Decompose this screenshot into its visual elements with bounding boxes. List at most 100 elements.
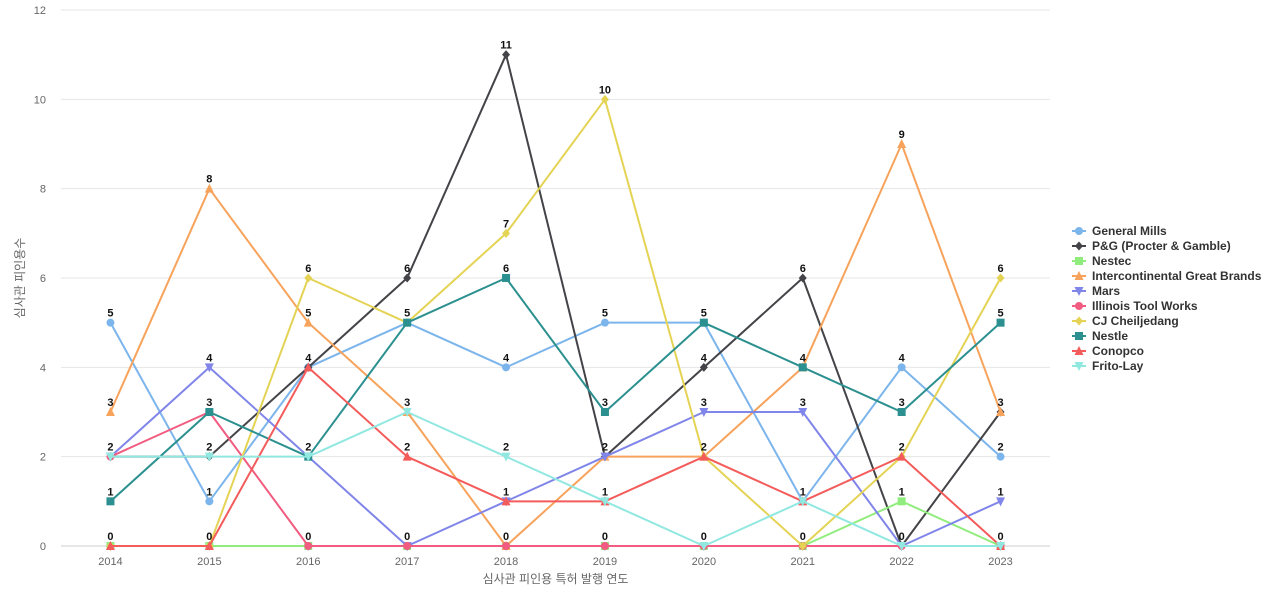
legend-item: P&G (Procter & Gamble) bbox=[1072, 239, 1231, 253]
data-label: 1 bbox=[997, 486, 1003, 498]
data-point bbox=[600, 318, 609, 327]
y-tick-label: 0 bbox=[40, 541, 46, 553]
data-point bbox=[996, 542, 1006, 551]
data-label: 3 bbox=[800, 397, 806, 409]
data-label: 1 bbox=[107, 486, 113, 498]
y-axis: 0 2 4 6 8 10 12 bbox=[34, 5, 46, 553]
y-tick-label: 12 bbox=[34, 5, 46, 17]
data-label: 3 bbox=[997, 397, 1003, 409]
legend-item: CJ Cheiljedang bbox=[1072, 314, 1179, 328]
legend-item: Nestec bbox=[1072, 254, 1132, 268]
x-tick-label: 2014 bbox=[98, 556, 122, 568]
data-label: 0 bbox=[107, 531, 113, 543]
data-label: 2 bbox=[305, 442, 311, 454]
data-point bbox=[304, 273, 313, 283]
data-label: 2 bbox=[997, 442, 1003, 454]
legend-item: Conopco bbox=[1072, 344, 1144, 358]
data-label: 0 bbox=[503, 531, 509, 543]
data-label: 4 bbox=[899, 352, 906, 364]
legend-label: General Mills bbox=[1092, 224, 1167, 238]
data-labels: 5321084321065420653201176421010532105432… bbox=[107, 40, 1003, 543]
legend-marker bbox=[1075, 227, 1083, 235]
y-tick-label: 4 bbox=[40, 362, 46, 374]
data-point bbox=[798, 363, 807, 372]
data-label: 4 bbox=[503, 352, 510, 364]
data-point bbox=[798, 541, 807, 551]
data-label: 6 bbox=[503, 263, 509, 275]
data-point bbox=[403, 318, 412, 327]
data-label: 0 bbox=[206, 531, 212, 543]
data-point bbox=[502, 228, 511, 238]
legend-item: Frito-Lay bbox=[1072, 359, 1144, 373]
data-label: 2 bbox=[404, 442, 410, 454]
data-label: 1 bbox=[602, 486, 608, 498]
legend-label: Frito-Lay bbox=[1092, 359, 1144, 373]
data-label: 8 bbox=[206, 174, 212, 186]
series-cj-cheiljedang bbox=[106, 94, 1005, 551]
data-label: 0 bbox=[997, 531, 1003, 543]
data-point bbox=[304, 542, 313, 550]
data-point bbox=[600, 542, 609, 550]
data-label: 1 bbox=[206, 486, 212, 498]
series-line bbox=[109, 321, 1002, 503]
data-label: 2 bbox=[602, 442, 608, 454]
data-label: 6 bbox=[404, 263, 410, 275]
data-point bbox=[897, 363, 906, 372]
data-point bbox=[897, 451, 907, 461]
legend-marker bbox=[1075, 241, 1083, 251]
data-point bbox=[996, 452, 1005, 461]
legend-marker bbox=[1074, 346, 1084, 355]
data-point bbox=[204, 452, 214, 462]
y-tick-label: 8 bbox=[40, 184, 46, 196]
data-point bbox=[106, 497, 115, 506]
data-label: 11 bbox=[500, 40, 512, 52]
data-label: 1 bbox=[899, 486, 905, 498]
data-point bbox=[699, 451, 709, 461]
data-label: 0 bbox=[305, 531, 311, 543]
data-point bbox=[502, 274, 511, 282]
data-label: 4 bbox=[305, 352, 312, 364]
data-label: 5 bbox=[997, 308, 1003, 320]
data-label: 0 bbox=[800, 531, 806, 543]
x-axis: 2014 2015 2016 2017 2018 2019 2020 2021 2022 2023 bbox=[98, 546, 1013, 568]
data-label: 4 bbox=[206, 352, 213, 364]
data-label: 5 bbox=[305, 308, 311, 320]
x-tick-label: 2017 bbox=[395, 556, 419, 568]
data-point bbox=[600, 497, 610, 507]
legend-label: Intercontinental Great Brands bbox=[1092, 269, 1262, 283]
legend-item: General Mills bbox=[1072, 224, 1167, 238]
legend-marker bbox=[1075, 316, 1083, 326]
y-tick-label: 6 bbox=[40, 273, 46, 285]
data-point bbox=[897, 542, 907, 551]
y-axis-title: 심사관 피인용수 bbox=[13, 238, 27, 319]
data-point bbox=[204, 541, 214, 550]
legend-marker bbox=[1074, 287, 1084, 296]
data-label: 2 bbox=[503, 442, 509, 454]
legend-item: Illinois Tool Works bbox=[1072, 299, 1198, 313]
data-point bbox=[105, 407, 115, 416]
data-label: 6 bbox=[800, 263, 806, 275]
legend-item: Intercontinental Great Brands bbox=[1072, 269, 1262, 283]
data-point bbox=[600, 408, 609, 416]
y-tick-label: 2 bbox=[40, 452, 46, 464]
legend-label: Illinois Tool Works bbox=[1092, 299, 1198, 313]
data-label: 3 bbox=[602, 397, 608, 409]
data-point bbox=[600, 94, 609, 104]
data-point bbox=[699, 542, 709, 551]
data-point bbox=[699, 362, 708, 372]
legend-marker bbox=[1074, 271, 1084, 280]
series-lines bbox=[105, 50, 1006, 551]
data-point bbox=[699, 408, 709, 417]
data-point bbox=[600, 452, 610, 462]
data-point bbox=[502, 50, 511, 60]
x-tick-label: 2023 bbox=[988, 556, 1012, 568]
series-line bbox=[109, 277, 1002, 503]
legend-label: Nestle bbox=[1092, 329, 1128, 343]
series-frito-lay bbox=[105, 408, 1006, 551]
legend-marker bbox=[1075, 302, 1083, 310]
legend-label: P&G (Procter & Gamble) bbox=[1092, 239, 1231, 253]
data-point bbox=[996, 407, 1006, 416]
data-point bbox=[402, 408, 412, 417]
